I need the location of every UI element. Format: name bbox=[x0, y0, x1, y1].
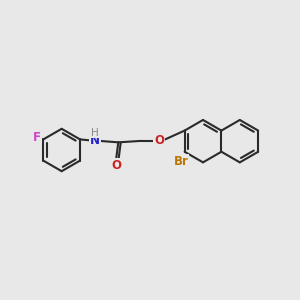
Text: F: F bbox=[33, 130, 41, 143]
Text: O: O bbox=[111, 159, 121, 172]
Text: N: N bbox=[90, 134, 100, 147]
Text: O: O bbox=[154, 134, 164, 147]
Text: Br: Br bbox=[174, 155, 188, 168]
Text: H: H bbox=[92, 128, 99, 138]
